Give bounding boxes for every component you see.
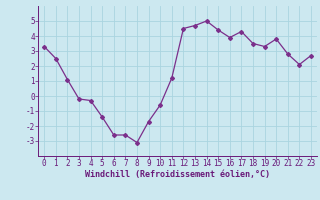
X-axis label: Windchill (Refroidissement éolien,°C): Windchill (Refroidissement éolien,°C) xyxy=(85,170,270,179)
